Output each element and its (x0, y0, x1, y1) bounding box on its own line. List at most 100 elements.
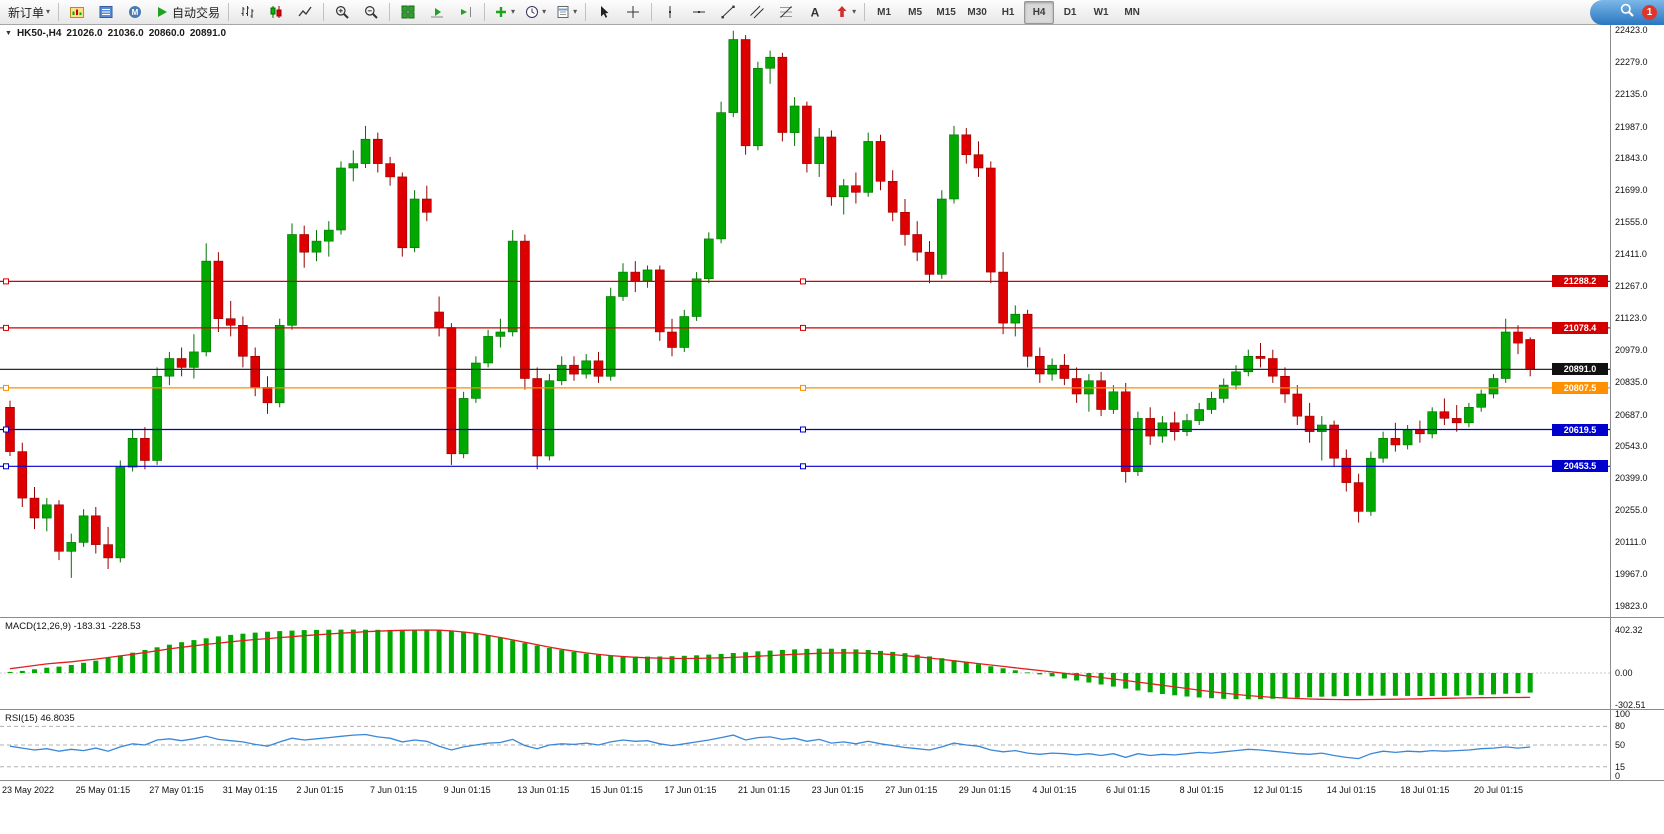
price-axis-label: 21267.0 (1615, 281, 1648, 292)
rsi-axis-label: 0 (1615, 771, 1621, 781)
channel-button[interactable] (743, 1, 771, 24)
autoscroll-icon (431, 8, 444, 18)
price-axis-label: 19967.0 (1615, 569, 1648, 580)
trendline-button[interactable] (714, 1, 742, 24)
dropdown-caret-icon: ▾ (573, 7, 578, 16)
toolbar-separator (585, 3, 587, 21)
shift-icon (461, 7, 472, 17)
price-axis-label: 21555.0 (1615, 217, 1648, 228)
timeframe-m30[interactable]: M30 (967, 6, 987, 18)
crosshair-button[interactable] (619, 1, 647, 24)
price-badge-20891.0: 20891.0 (1552, 363, 1608, 376)
new-order-button-label: 新订单 (8, 5, 45, 20)
hline-icon (693, 11, 706, 13)
text-button[interactable]: A (801, 1, 829, 24)
rsi-axis-label: 100 (1615, 709, 1631, 719)
time-axis-label: 14 Jul 01:15 (1326, 785, 1376, 795)
dropdown-caret-icon: ▾ (852, 7, 857, 16)
notification-badge[interactable]: 1 (1642, 5, 1657, 20)
cursor-button[interactable] (590, 1, 618, 24)
time-axis-label: 8 Jul 01:15 (1179, 785, 1224, 795)
charts-window-button[interactable] (63, 1, 91, 24)
chart-shift-button[interactable] (452, 1, 480, 24)
timeframe-d1[interactable]: D1 (1063, 6, 1077, 18)
price-axis-label: 21987.0 (1615, 121, 1648, 132)
chart-collapse-icon[interactable]: ▼ (5, 30, 12, 37)
auto-trading-button-label: 自动交易 (172, 5, 221, 20)
rsi-canvas[interactable] (0, 711, 1610, 784)
zoom-out-button[interactable] (357, 1, 385, 24)
tile-windows-button[interactable] (394, 1, 422, 24)
chart-symbol-period: HK50-,H4 (16, 28, 62, 39)
magnifier-icon (1620, 3, 1634, 17)
chart-high-value: 21036.0 (107, 28, 144, 39)
vertical-line-button[interactable] (656, 1, 684, 24)
timeframe-w1[interactable]: W1 (1093, 6, 1109, 18)
chart-title: ▼ HK50-,H4 21026.0 21036.0 20860.0 20891… (5, 28, 226, 39)
macd-canvas[interactable] (0, 619, 1610, 714)
chart-window: ▼ HK50-,H4 21026.0 21036.0 20860.0 20891… (0, 25, 1664, 834)
timeframe-h4[interactable]: H4 (1024, 0, 1055, 24)
auto-trading-button[interactable]: 自动交易 (150, 1, 224, 24)
line-chart-button[interactable] (291, 1, 319, 24)
market-depth-button[interactable] (92, 1, 120, 24)
time-axis-label: 18 Jul 01:15 (1400, 785, 1450, 795)
timeframe-m15[interactable]: M15 (936, 6, 956, 18)
auto-scroll-button[interactable] (423, 1, 451, 24)
search-icon[interactable] (1619, 2, 1635, 23)
market-depth-icon (99, 6, 113, 18)
main-chart-canvas[interactable] (0, 25, 1610, 622)
time-axis-label: 23 Jun 01:15 (811, 785, 864, 795)
price-badge-21288.2: 21288.2 (1552, 275, 1608, 288)
dropdown-caret-icon: ▾ (511, 7, 516, 16)
quick-search-area: 1 (1590, 0, 1664, 25)
toolbar-separator (323, 3, 325, 21)
time-axis-label: 29 Jun 01:15 (958, 785, 1011, 795)
mql5-community-button[interactable]: M (121, 1, 149, 24)
zoom-in-button[interactable] (328, 1, 356, 24)
panel-separator[interactable] (0, 617, 1664, 618)
toolbar: 新订单 ▾ M 自动交易 ▾ ▾ ▾ A ▾ M1 M5 M15 M30 H1 H4 D1 W1 MN (0, 0, 1664, 25)
tile-icon (401, 5, 415, 19)
horizontal-line-button[interactable] (685, 1, 713, 24)
templates-button[interactable]: ▾ (551, 1, 581, 24)
chart-close-value: 20891.0 (189, 28, 227, 39)
panel-separator[interactable] (0, 709, 1664, 710)
price-axis-label: 21699.0 (1615, 185, 1648, 196)
price-axis-label: 21411.0 (1615, 249, 1647, 260)
mql5-icon: M (129, 6, 142, 18)
price-badge-21078.4: 21078.4 (1552, 321, 1608, 334)
timeframe-mn[interactable]: MN (1124, 6, 1140, 18)
price-axis-line (1610, 25, 1611, 780)
time-axis-label: 7 Jun 01:15 (370, 785, 418, 795)
bar-chart-button[interactable] (233, 1, 261, 24)
indicators-button[interactable]: ▾ (489, 1, 519, 24)
timeframe-h1[interactable]: H1 (1001, 6, 1015, 18)
macd-axis-label: 0.00 (1615, 668, 1633, 678)
toolbar-separator (484, 3, 486, 21)
price-badge-20453.5: 20453.5 (1552, 460, 1608, 473)
price-axis-label: 20835.0 (1615, 376, 1648, 387)
arrows-button[interactable]: ▾ (830, 1, 860, 24)
time-axis-label: 15 Jun 01:15 (590, 785, 643, 795)
cursor-icon (601, 6, 609, 18)
time-axis-label: 21 Jun 01:15 (738, 785, 791, 795)
price-axis-label: 20399.0 (1615, 473, 1648, 484)
price-badge-20619.5: 20619.5 (1552, 423, 1608, 436)
timeframe-m5[interactable]: M5 (908, 6, 923, 18)
periods-button[interactable]: ▾ (520, 1, 550, 24)
candlestick-chart-button[interactable] (262, 1, 290, 24)
new-order-button[interactable]: 新订单 ▾ (4, 1, 54, 24)
price-axis-label: 21123.0 (1615, 313, 1647, 323)
macd-label: MACD(12,26,9) -183.31 -228.53 (5, 621, 141, 632)
fibonacci-button[interactable] (772, 1, 800, 24)
timeframe-m1[interactable]: M1 (877, 6, 892, 18)
price-axis-label: 22423.0 (1615, 25, 1648, 35)
macd-axis-label: -302.51 (1615, 700, 1646, 711)
rsi-axis-label: 15 (1615, 761, 1626, 772)
time-axis-label: 12 Jul 01:15 (1253, 785, 1303, 795)
chart-open-value: 21026.0 (66, 28, 103, 39)
arrows-icon (837, 6, 847, 17)
plus-icon (496, 7, 507, 17)
